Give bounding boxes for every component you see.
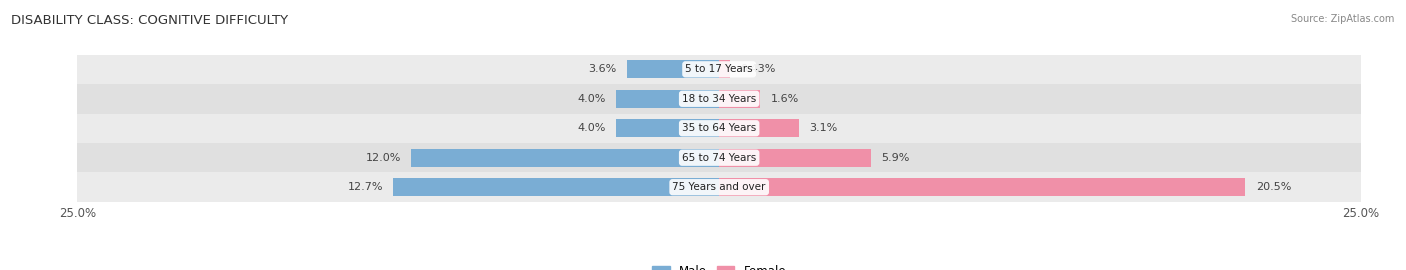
- Bar: [627, 60, 720, 78]
- Text: 12.7%: 12.7%: [347, 182, 382, 192]
- Bar: [720, 60, 730, 78]
- Bar: [77, 84, 1361, 113]
- Bar: [77, 143, 1361, 173]
- Text: 4.0%: 4.0%: [578, 94, 606, 104]
- Bar: [720, 90, 761, 108]
- Bar: [411, 149, 720, 167]
- Text: Source: ZipAtlas.com: Source: ZipAtlas.com: [1291, 14, 1395, 23]
- Bar: [720, 178, 1246, 196]
- Bar: [720, 119, 799, 137]
- Text: 5 to 17 Years: 5 to 17 Years: [685, 64, 754, 74]
- Text: 18 to 34 Years: 18 to 34 Years: [682, 94, 756, 104]
- Bar: [77, 55, 1361, 84]
- Text: 3.6%: 3.6%: [588, 64, 616, 74]
- Bar: [77, 113, 1361, 143]
- Text: 20.5%: 20.5%: [1256, 182, 1291, 192]
- Bar: [616, 119, 720, 137]
- Text: 3.1%: 3.1%: [808, 123, 838, 133]
- Bar: [616, 90, 720, 108]
- Text: 5.9%: 5.9%: [882, 153, 910, 163]
- Text: 1.6%: 1.6%: [770, 94, 799, 104]
- Legend: Male, Female: Male, Female: [652, 265, 786, 270]
- Text: DISABILITY CLASS: COGNITIVE DIFFICULTY: DISABILITY CLASS: COGNITIVE DIFFICULTY: [11, 14, 288, 26]
- Text: 4.0%: 4.0%: [578, 123, 606, 133]
- Text: 75 Years and over: 75 Years and over: [672, 182, 766, 192]
- Text: 65 to 74 Years: 65 to 74 Years: [682, 153, 756, 163]
- Bar: [720, 149, 870, 167]
- Text: 12.0%: 12.0%: [366, 153, 401, 163]
- Bar: [394, 178, 720, 196]
- Bar: [77, 173, 1361, 202]
- Text: 0.43%: 0.43%: [741, 64, 776, 74]
- Text: 35 to 64 Years: 35 to 64 Years: [682, 123, 756, 133]
